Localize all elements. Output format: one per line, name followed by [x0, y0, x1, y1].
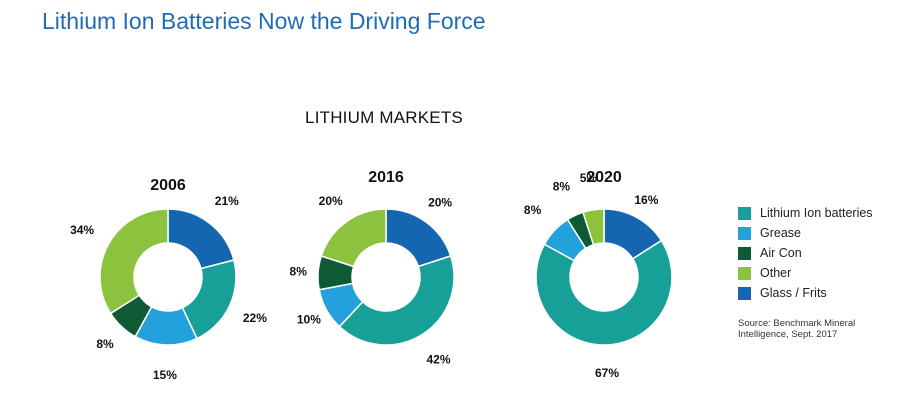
legend-swatch — [738, 226, 751, 240]
slice-2020-lithium-ion-batteries — [535, 239, 673, 346]
legend-label: Other — [760, 266, 792, 280]
slice-2006-glass-frits — [167, 208, 235, 270]
legend-label: Glass / Frits — [760, 286, 827, 300]
data-label-2006-grease: 15% — [153, 368, 177, 382]
legend-swatch — [738, 206, 751, 220]
legend-label: Air Con — [760, 246, 802, 260]
legend-swatch — [738, 286, 751, 300]
data-label-2020-grease: 8% — [524, 203, 542, 217]
legend-item-other: Other — [738, 263, 873, 283]
data-label-2016-grease: 10% — [297, 312, 321, 326]
data-label-2006-lithium-ion-batteries: 22% — [243, 311, 267, 325]
data-label-2006-glass-frits: 21% — [215, 194, 239, 208]
donut-2006: 2006 21% 22% 15% 8% 34% — [70, 177, 267, 382]
slice-2016-other — [320, 208, 387, 268]
legend-item-glass-frits: Glass / Frits — [738, 283, 873, 303]
data-label-2016-other: 20% — [319, 194, 343, 208]
data-label-2016-lithium-ion-batteries: 42% — [426, 353, 450, 367]
legend-label: Grease — [760, 226, 801, 240]
data-label-2016-glass-frits: 20% — [428, 196, 452, 210]
legend: Lithium Ion batteries Grease Air Con Other G… — [738, 203, 873, 303]
legend-item-air-con: Air Con — [738, 243, 873, 263]
legend-label: Lithium Ion batteries — [760, 206, 873, 220]
donut-2020: 2020 16% 67% 8% 8% 5% — [524, 169, 673, 380]
donut-2016: 2016 20% 42% 10% 8% 20% — [290, 169, 455, 367]
legend-item-grease: Grease — [738, 223, 873, 243]
data-label-2006-other: 34% — [70, 223, 94, 237]
data-label-2016-air-con: 8% — [290, 265, 308, 279]
year-label-2020: 2020 — [586, 169, 622, 186]
chart-title: LITHIUM MARKETS — [305, 108, 463, 127]
year-label-2006: 2006 — [150, 177, 186, 194]
legend-item-lithium-ion-batteries: Lithium Ion batteries — [738, 203, 873, 223]
data-label-2020-glass-frits: 16% — [634, 193, 658, 207]
year-label-2016: 2016 — [368, 169, 404, 186]
data-label-2020-air-con: 8% — [553, 180, 571, 194]
slide-title: Lithium Ion Batteries Now the Driving Fo… — [42, 8, 486, 34]
source-note: Source: Benchmark Mineral Intelligence, … — [738, 318, 856, 340]
legend-swatch — [738, 246, 751, 260]
data-label-2006-air-con: 8% — [96, 337, 114, 351]
slice-2016-glass-frits — [385, 208, 452, 268]
data-label-2020-other: 5% — [580, 171, 598, 185]
legend-swatch — [738, 266, 751, 280]
slice-2016-lithium-ion-batteries — [338, 255, 455, 346]
data-label-2020-lithium-ion-batteries: 67% — [595, 366, 619, 380]
slice-2006-other — [99, 208, 169, 315]
slice-2020-other — [582, 208, 605, 246]
